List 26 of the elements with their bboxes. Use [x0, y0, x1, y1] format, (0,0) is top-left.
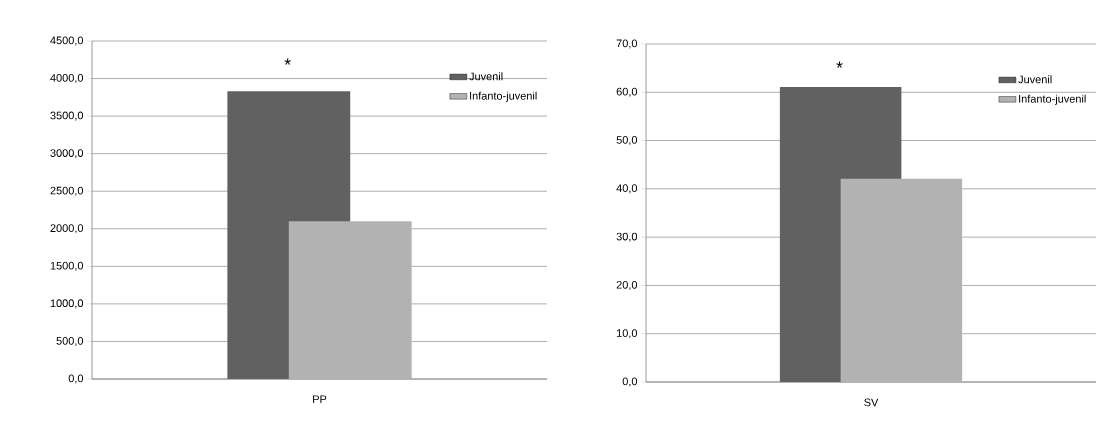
y-tick-label: 0,0 — [68, 374, 84, 384]
y-tick-label: 2000,0 — [50, 224, 84, 234]
y-tick-label: 0,0 — [622, 377, 638, 387]
y-tick-label: 500,0 — [56, 336, 84, 346]
y-tick-label: 4000,0 — [50, 74, 84, 84]
y-tick-label: 10,0 — [616, 329, 638, 339]
y-tick-label: 30,0 — [616, 232, 638, 242]
annotation: * — [836, 61, 843, 68]
y-tick-label: 3000,0 — [50, 149, 84, 159]
y-tick-label: 1500,0 — [50, 261, 84, 271]
y-tick-label: 2500,0 — [50, 186, 84, 196]
legend-label: Infanto-juvenil — [470, 91, 537, 102]
legend-label: Infanto-juvenil — [1019, 94, 1086, 105]
x-tick-label: PP — [313, 395, 327, 404]
legend-label: Juvenil — [469, 72, 503, 81]
y-tick-label: 60,0 — [616, 87, 638, 97]
y-tick-label: 50,0 — [616, 136, 638, 146]
annotation: * — [284, 58, 291, 65]
y-tick-label: 20,0 — [616, 280, 638, 290]
legend-label: Juvenil — [1018, 75, 1052, 84]
y-tick-label: 1000,0 — [50, 299, 84, 309]
y-tick-label: 40,0 — [616, 184, 638, 194]
x-tick-label: SV — [864, 398, 879, 407]
y-tick-label: 3500,0 — [50, 111, 84, 121]
y-tick-label: 70,0 — [616, 39, 638, 49]
y-tick-label: 4500,0 — [50, 36, 84, 46]
